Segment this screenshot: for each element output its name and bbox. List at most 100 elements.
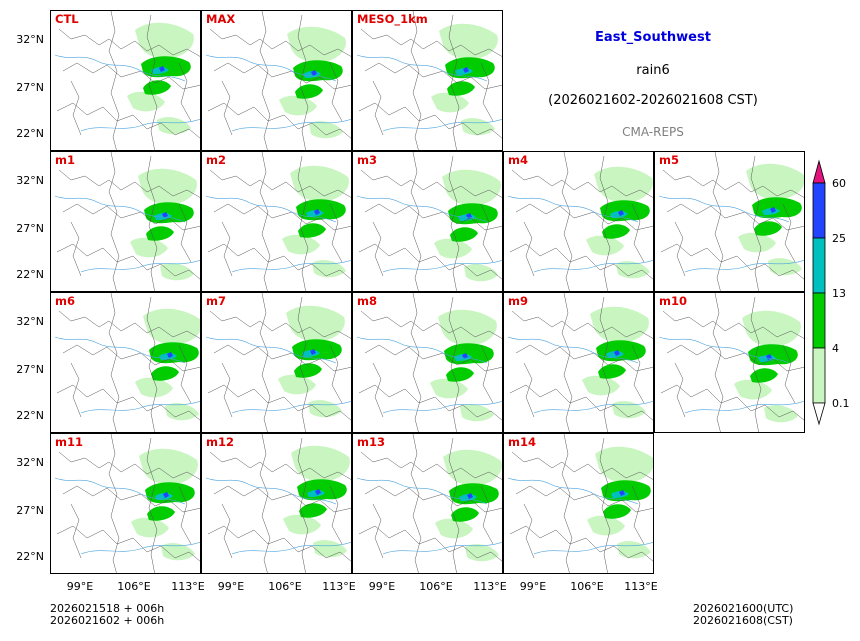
map-panel-m4: m4	[503, 151, 654, 292]
rivers	[205, 54, 351, 132]
province-borders	[56, 152, 200, 291]
rain-area	[160, 263, 194, 281]
panel-label: m14	[508, 435, 536, 449]
lat-tick-label: 27°N	[16, 504, 44, 517]
rain-area	[738, 232, 776, 253]
rain-area	[167, 352, 173, 358]
rivers	[507, 336, 653, 414]
map-panel-m8: m8	[352, 292, 503, 433]
province-borders	[509, 293, 653, 432]
rain-area	[159, 66, 165, 72]
rain-area	[459, 494, 477, 501]
rivers	[205, 477, 351, 555]
map-panel-m9: m9	[503, 292, 654, 433]
rain-area	[143, 80, 171, 95]
rain-area	[155, 493, 173, 500]
rain-area	[438, 309, 497, 346]
panel-label: m10	[659, 294, 687, 308]
rain-area	[309, 121, 343, 139]
rain-area	[430, 378, 468, 399]
lon-tick-label: 113°E	[322, 580, 356, 593]
rain-area	[446, 367, 474, 382]
precip-map	[54, 11, 200, 150]
panel-label: m2	[206, 153, 226, 167]
lat-tick-label: 32°N	[16, 174, 44, 187]
rain-area	[447, 81, 475, 96]
lon-tick-label: 106°E	[419, 580, 453, 593]
rain-area	[313, 540, 347, 558]
lat-tick-label: 27°N	[16, 222, 44, 235]
panel-label: m9	[508, 294, 528, 308]
rain-area	[758, 355, 776, 362]
rain-area	[290, 165, 349, 202]
precip-map	[658, 152, 804, 291]
colorbar-extend-max	[812, 159, 826, 184]
panel-label: m12	[206, 435, 234, 449]
rain-area	[450, 227, 478, 242]
rain-area	[302, 350, 320, 357]
rain-area	[135, 22, 194, 59]
rain-area	[612, 401, 646, 419]
rain-area	[315, 489, 321, 495]
lon-tick-label: 106°E	[117, 580, 151, 593]
panel-label: MAX	[206, 12, 236, 26]
rivers	[356, 54, 502, 132]
map-panel-m5: m5	[654, 151, 805, 292]
rivers	[507, 195, 653, 273]
lon-tick-label: 99°E	[519, 580, 547, 593]
province-borders	[358, 434, 502, 573]
rain-area	[296, 199, 346, 221]
panel-label: m4	[508, 153, 528, 167]
rain-area	[163, 492, 169, 498]
rain-area	[138, 168, 197, 205]
rain-area	[154, 213, 172, 220]
map-panel-max: MAX	[201, 10, 352, 151]
panel-label: m8	[357, 294, 377, 308]
rivers	[54, 195, 200, 273]
rain-area	[619, 490, 625, 496]
province-borders	[358, 293, 502, 432]
rain-area	[617, 541, 651, 559]
rain-area	[461, 118, 495, 136]
map-panel-m6: m6	[50, 292, 201, 433]
province-borders	[660, 293, 804, 432]
province-borders	[56, 434, 200, 573]
valid-time-utc: 2026021600(UTC)	[693, 602, 794, 615]
lat-tick-label: 32°N	[16, 456, 44, 469]
rain-area	[139, 448, 198, 485]
colorbar-label-60: 60	[832, 177, 846, 190]
lat-tick-label: 22°N	[16, 409, 44, 422]
panel-label: m6	[55, 294, 75, 308]
map-panel-m1: m1	[50, 151, 201, 292]
rain-area	[754, 221, 782, 236]
rain-area	[582, 375, 620, 396]
rain-area	[282, 234, 320, 255]
precip-map	[507, 293, 653, 432]
lon-tick-label: 106°E	[268, 580, 302, 593]
time-period: (2026021602-2026021608 CST)	[548, 93, 758, 108]
colorbar	[812, 159, 826, 426]
rain-area	[143, 308, 200, 345]
province-borders	[56, 11, 200, 150]
rain-area	[586, 235, 624, 256]
province-borders	[660, 152, 804, 291]
colorbar-bin-25-60	[812, 182, 826, 239]
rivers	[205, 195, 351, 273]
rain-area	[314, 209, 320, 215]
rain-area	[431, 92, 469, 113]
panel-label: m7	[206, 294, 226, 308]
lat-tick-label: 32°N	[16, 315, 44, 328]
init-time-cst: 2026021602 + 006h	[50, 614, 165, 627]
colorbar-label-25: 25	[832, 232, 846, 245]
panel-label: CTL	[55, 12, 79, 26]
lon-tick-label: 99°E	[217, 580, 245, 593]
rain-area	[278, 374, 316, 395]
rain-area	[587, 515, 625, 536]
precip-map	[205, 293, 351, 432]
map-panel-m10: m10	[654, 292, 805, 433]
rain-area	[742, 310, 801, 347]
rivers	[356, 336, 502, 414]
rain-area	[434, 238, 472, 259]
lat-tick-label: 32°N	[16, 33, 44, 46]
map-panel-m7: m7	[201, 292, 352, 433]
